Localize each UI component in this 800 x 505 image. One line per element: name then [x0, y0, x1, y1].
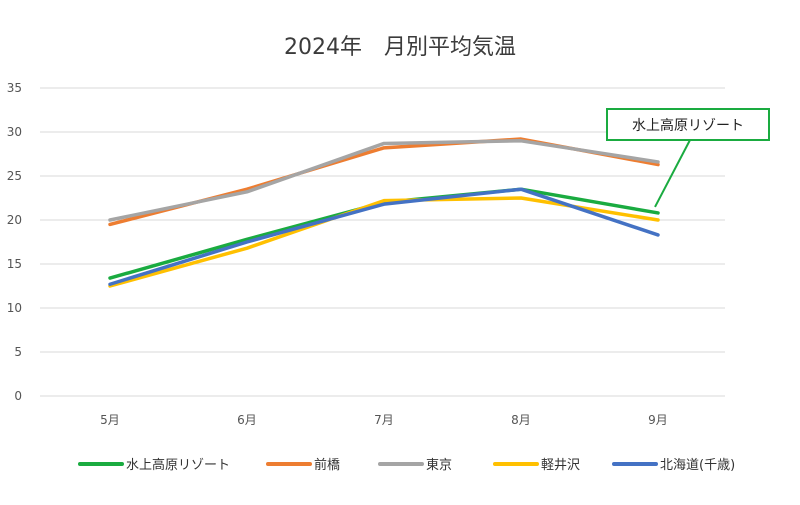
y-tick-label: 15 [7, 257, 22, 271]
legend: 水上高原リゾート 前橋 東京 軽井沢 北海道(千歳) [78, 457, 735, 473]
annotation-text: 水上高原リゾート [632, 117, 744, 134]
series-lines [108, 137, 660, 288]
series-line-2 [108, 139, 660, 222]
y-tick-label: 0 [14, 389, 22, 403]
y-tick-label: 35 [7, 81, 22, 95]
legend-label: 軽井沢 [541, 458, 580, 473]
legend-label: 北海道(千歳) [660, 458, 735, 473]
y-tick-label: 25 [7, 169, 22, 183]
annotation-box [606, 108, 770, 141]
legend-label: 水上高原リゾート [126, 457, 230, 473]
y-tick-label: 5 [14, 345, 22, 359]
series-line-3 [108, 196, 660, 288]
x-tick-label: 6月 [237, 413, 257, 427]
annotation-leader-line [654, 139, 691, 208]
y-tick-label: 10 [7, 301, 22, 315]
x-axis-ticks: 5月 6月 7月 8月 9月 [100, 413, 668, 427]
y-axis-ticks: 0 5 10 15 20 25 30 35 [7, 81, 22, 403]
chart-title: 2024年 月別平均気温 [284, 35, 516, 60]
legend-label: 東京 [426, 457, 452, 473]
x-tick-label: 8月 [511, 413, 531, 427]
y-tick-label: 20 [7, 213, 22, 227]
y-tick-label: 30 [7, 125, 22, 139]
series-line-1 [108, 137, 660, 227]
series-line-4 [108, 187, 660, 286]
x-tick-label: 9月 [648, 413, 668, 427]
x-tick-label: 5月 [100, 413, 120, 427]
x-tick-label: 7月 [374, 413, 394, 427]
annotation-callout: 水上高原リゾート [606, 108, 770, 208]
legend-label: 前橋 [314, 457, 340, 473]
